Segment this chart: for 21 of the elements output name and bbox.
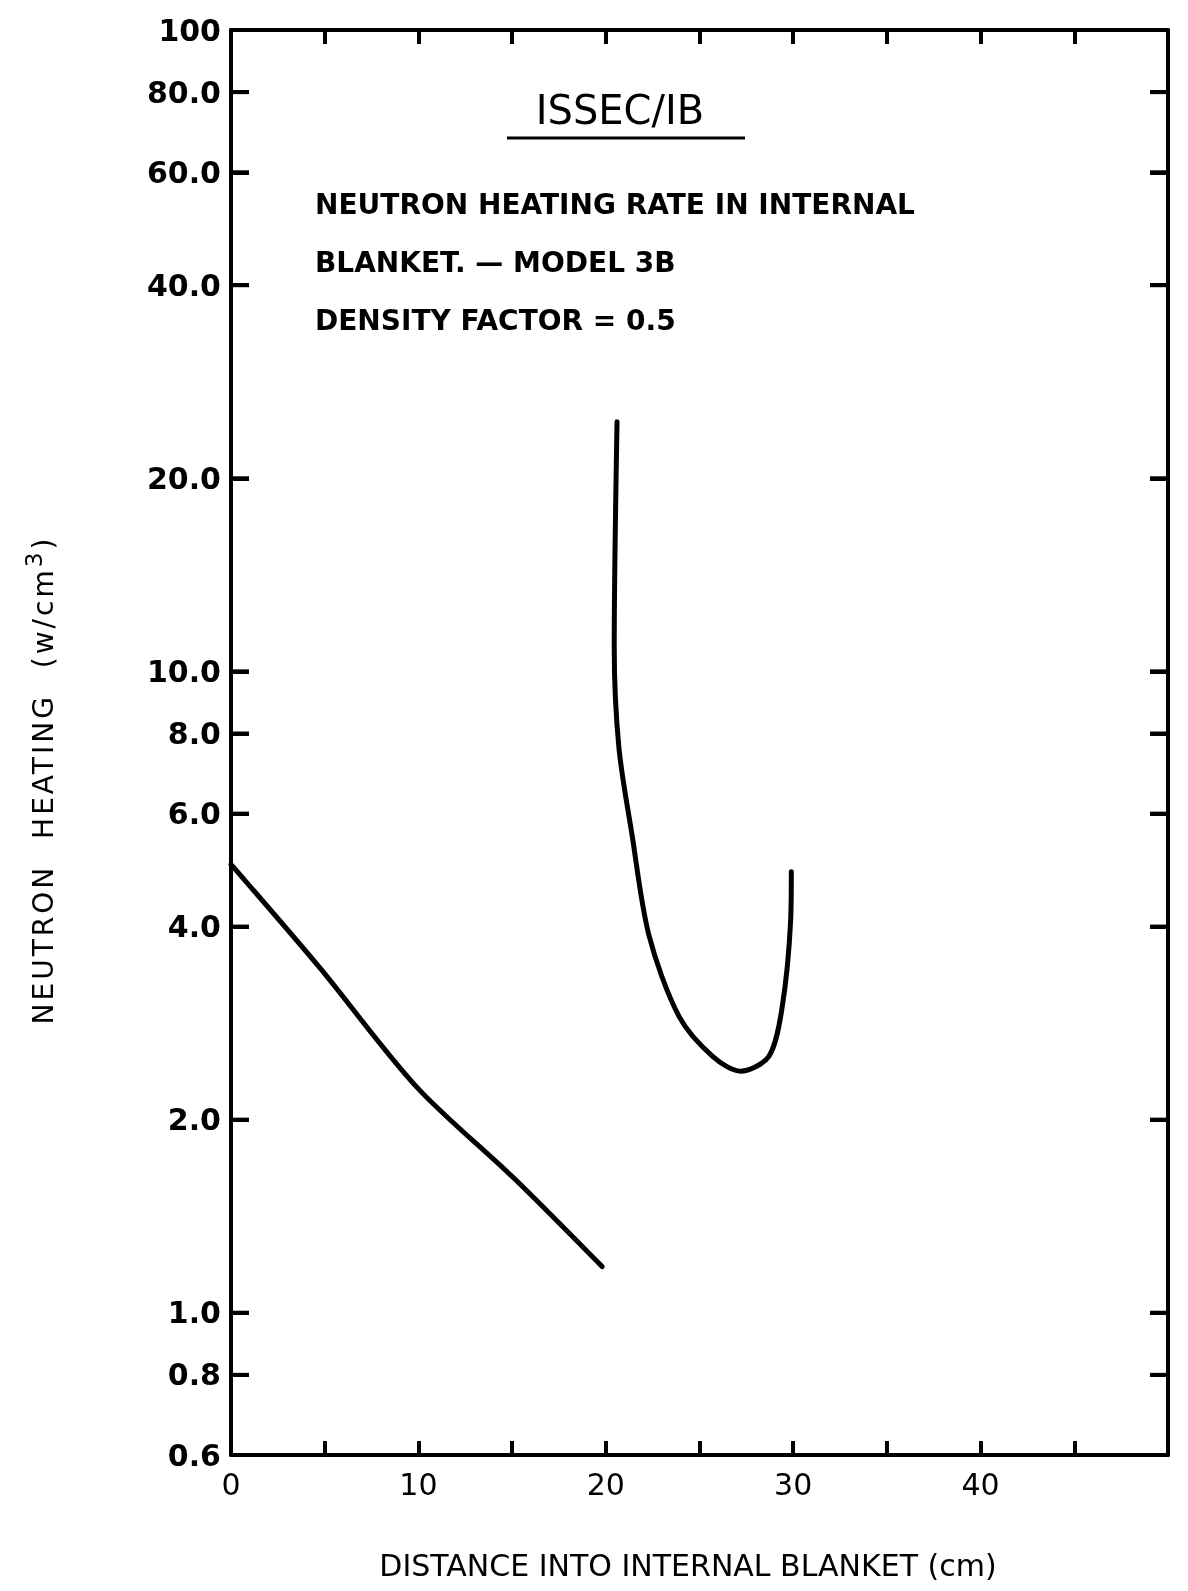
y-tick-label: 0.6 bbox=[167, 1437, 221, 1473]
x-tick-label: 40 bbox=[961, 1466, 1000, 1502]
y-tick-label: 40.0 bbox=[146, 267, 221, 303]
text: ISSEC/IB bbox=[535, 87, 705, 133]
x-axis-title: DISTANCE INTO INTERNAL BLANKET (cm) bbox=[379, 1547, 997, 1583]
y-tick-label: 1.0 bbox=[167, 1295, 221, 1331]
y-tick-label: 8.0 bbox=[167, 716, 221, 752]
y-tick-label: 2.0 bbox=[167, 1102, 221, 1138]
y-tick-label: 80.0 bbox=[146, 74, 221, 110]
x-tick-label: 10 bbox=[399, 1466, 438, 1502]
y-tick-label: 6.0 bbox=[167, 796, 221, 832]
y-tick-label: 10.0 bbox=[146, 653, 221, 689]
text: NEUTRON HEATING RATE IN INTERNAL BLANKET. — MODEL 3B DENSITY FACTOR = 0.5 bbox=[315, 187, 916, 337]
y-tick-label: 60.0 bbox=[146, 154, 221, 190]
y-tick-label: 0.8 bbox=[167, 1357, 221, 1393]
x-tick-label: 20 bbox=[586, 1466, 625, 1502]
y-tick-label: 20.0 bbox=[146, 460, 221, 496]
y-tick-label: 100 bbox=[158, 12, 221, 48]
x-tick-label: 0 bbox=[221, 1466, 241, 1502]
y-tick-label: 4.0 bbox=[167, 909, 221, 945]
x-tick-label: 30 bbox=[774, 1466, 813, 1502]
